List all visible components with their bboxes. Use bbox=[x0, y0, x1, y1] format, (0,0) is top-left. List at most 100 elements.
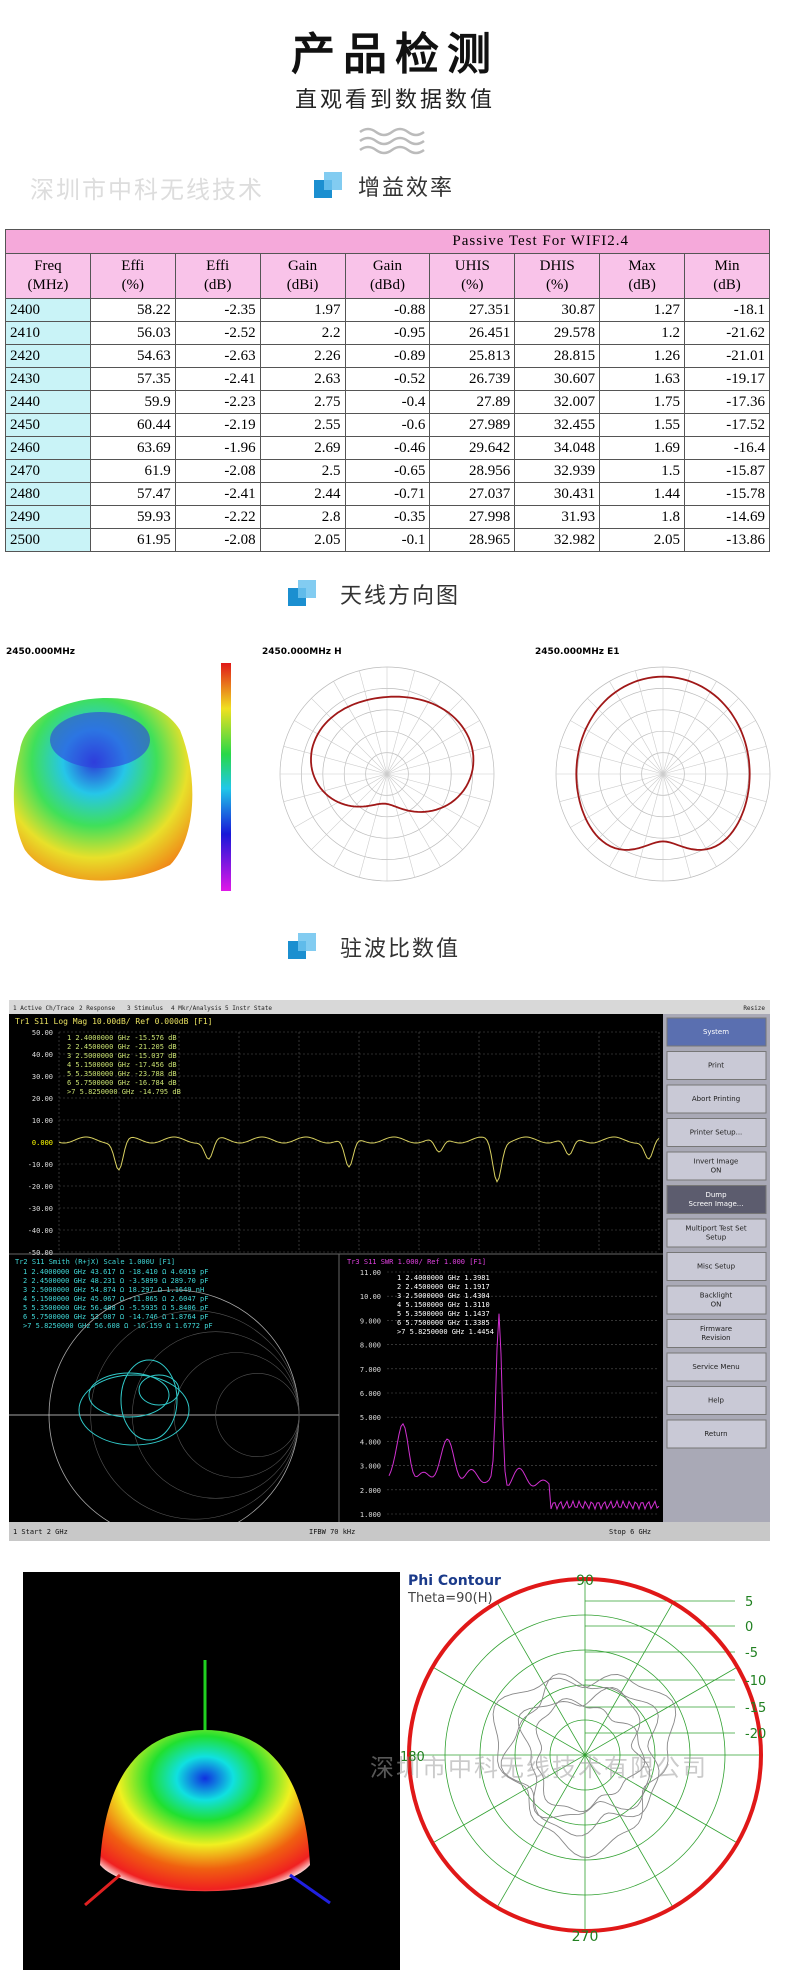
y-tick-label: 5.000 bbox=[360, 1414, 381, 1422]
contour-label: 270 bbox=[572, 1929, 599, 1945]
table-cell: 30.87 bbox=[514, 298, 601, 322]
y-tick-label: 50.00 bbox=[32, 1029, 53, 1037]
marker-readout: 1 2.4000000 GHz 43.617 Ω -18.410 Ω 4.601… bbox=[23, 1268, 208, 1276]
table-row: 2400 58.22 -2.35 1.97 -0.88 27.351 30.87 1.27 -1… bbox=[5, 298, 770, 322]
softkey-label: Service Menu bbox=[692, 1363, 739, 1371]
table-cell: 56.03 bbox=[89, 321, 176, 345]
softkey-label: ON bbox=[711, 1301, 722, 1309]
polar-spoke bbox=[662, 670, 691, 775]
table-row: 2420 54.63 -2.63 2.26 -0.89 25.813 28.815 1.26-… bbox=[5, 344, 770, 368]
table-cell: 2.55 bbox=[259, 413, 346, 437]
polar-spoke bbox=[386, 681, 441, 775]
softkey-label: Abort Printing bbox=[692, 1095, 740, 1103]
marker-readout: 2 2.4500000 GHz 1.1917 bbox=[397, 1283, 490, 1291]
header-text: Gain bbox=[287, 258, 318, 274]
y-tick-label: 2.000 bbox=[360, 1487, 381, 1495]
table-cell: 2.8 bbox=[259, 505, 346, 529]
softkey bbox=[666, 1185, 767, 1214]
y-tick-label: 9.000 bbox=[360, 1317, 381, 1325]
y-tick-label: 8.000 bbox=[360, 1342, 381, 1350]
polar-spoke bbox=[570, 720, 664, 775]
marker-readout: 4 5.1500000 GHz 45.067 Ω -11.865 Ω 2.604… bbox=[23, 1295, 208, 1303]
table-cell: 63.69 bbox=[89, 436, 176, 460]
contour-label: Theta=90(H) bbox=[407, 1591, 493, 1606]
marker-readout: 3 2.5000000 GHz 1.4304 bbox=[397, 1292, 490, 1300]
softkey bbox=[666, 1352, 767, 1382]
table-row: 2490 59.93 -2.22 2.8 -0.35 27.998 31.93 1.8 -14.… bbox=[5, 505, 770, 529]
table-cell: 28.956 bbox=[429, 459, 516, 483]
softkey bbox=[666, 1118, 767, 1147]
table-cell: 2.75 bbox=[259, 390, 346, 414]
marker-readout: 5 5.3500000 GHz 1.1437 bbox=[397, 1310, 490, 1318]
status-text: Stop 6 GHz bbox=[609, 1528, 651, 1536]
polar-spoke bbox=[635, 773, 664, 878]
column-header: Effi (%) bbox=[89, 253, 176, 299]
trace-header: Tr3 S11 SWR 1.000/ Ref 1.000 [F1] bbox=[347, 1258, 486, 1266]
y-tick-label: 6.000 bbox=[360, 1390, 381, 1398]
softkey-label: Print bbox=[708, 1062, 724, 1070]
contour-outline bbox=[407, 1577, 763, 1933]
menu-item: 3 Stimulus bbox=[127, 1005, 164, 1012]
y-tick-label: -30.00 bbox=[28, 1205, 53, 1213]
trace-swr bbox=[388, 1313, 660, 1511]
contour-curve bbox=[535, 1698, 646, 1813]
polar-spoke bbox=[635, 670, 664, 775]
table-cell: -0.89 bbox=[344, 344, 431, 368]
y-tick-label: -40.00 bbox=[28, 1227, 53, 1235]
trace-header: Tr1 S11 Log Mag 10.00dB/ Ref 0.000dB [F1… bbox=[15, 1017, 212, 1026]
section-title: 增益效率 bbox=[358, 176, 455, 201]
table-cell: -0.35 bbox=[344, 505, 431, 529]
status-text: 1 Start 2 GHz bbox=[13, 1528, 68, 1536]
polar-spoke bbox=[587, 773, 664, 850]
table-cell: 1.63 bbox=[599, 367, 685, 391]
header-text: (%) bbox=[545, 277, 569, 293]
table-head: Passive Test For WIFI2.4 Freq (MHz) Effi (%… bbox=[5, 229, 770, 299]
polar-spoke bbox=[662, 720, 756, 775]
y-tick-label: -50.00 bbox=[28, 1249, 53, 1257]
column-header: UHIS (%) bbox=[429, 253, 516, 299]
marker-readout: 6 5.7500000 GHz 53.087 Ω -14.746 Ω 1.876… bbox=[23, 1313, 208, 1321]
table-cell: 57.47 bbox=[89, 482, 176, 506]
table-cell: 1.69 bbox=[599, 436, 685, 460]
table-cell: 57.35 bbox=[89, 367, 176, 391]
header-text: (dBd) bbox=[369, 277, 405, 293]
pattern-label: 2450.000MHz H bbox=[262, 647, 342, 657]
polar-spoke bbox=[386, 746, 491, 775]
polar-spoke bbox=[386, 773, 480, 828]
softkey-label: Dump bbox=[705, 1191, 727, 1199]
marker-readout: 4 5.1500000 GHz -17.456 dB bbox=[67, 1061, 177, 1069]
table-cell: -2.35 bbox=[174, 298, 261, 322]
table-cell: -2.08 bbox=[174, 528, 261, 552]
softkey bbox=[666, 1386, 767, 1415]
table-cell: 2.26 bbox=[259, 344, 346, 368]
section-icon bbox=[288, 580, 316, 606]
table-cell: 32.982 bbox=[514, 528, 601, 552]
freq-cell: 2450 bbox=[5, 413, 91, 437]
column-header: Freq (MHz) bbox=[5, 253, 91, 299]
softkey bbox=[666, 1419, 767, 1449]
polar-spoke bbox=[283, 773, 388, 802]
table-row: 2500 61.95 -2.08 2.05 -0.1 28.965 32.982 2.05 -1… bbox=[5, 528, 770, 552]
table-cell: 2.05 bbox=[259, 528, 346, 552]
freq-cell: 2400 bbox=[5, 298, 91, 322]
table-cell: 1.97 bbox=[259, 298, 346, 322]
marker-readout: 3 2.5000000 GHz 54.874 Ω 18.297 Ω 1.1649… bbox=[23, 1286, 204, 1294]
table-cell: 60.44 bbox=[89, 413, 176, 437]
header-text: (MHz) bbox=[27, 277, 69, 293]
marker-readout: 4 5.1500000 GHz 1.3110 bbox=[397, 1301, 490, 1309]
softkey-label: Backlight bbox=[700, 1292, 733, 1300]
table-cell: 59.93 bbox=[89, 505, 176, 529]
marker-readout: 6 5.7500000 GHz 1.3385 bbox=[397, 1319, 490, 1327]
table-cell: -21.01 bbox=[684, 344, 770, 368]
table-cell: -0.71 bbox=[344, 482, 431, 506]
table-cell: -15.78 bbox=[684, 482, 770, 506]
section-title: 天线方向图 bbox=[340, 584, 461, 609]
polar-spoke bbox=[359, 773, 388, 878]
table-cell: -2.41 bbox=[174, 482, 261, 506]
polar-spoke bbox=[662, 773, 717, 867]
smith-trace bbox=[88, 1372, 170, 1418]
table-cell: 32.455 bbox=[514, 413, 601, 437]
marker-readout: 1 2.4000000 GHz 1.3981 bbox=[397, 1274, 490, 1282]
table-cell: 2.05 bbox=[599, 528, 685, 552]
